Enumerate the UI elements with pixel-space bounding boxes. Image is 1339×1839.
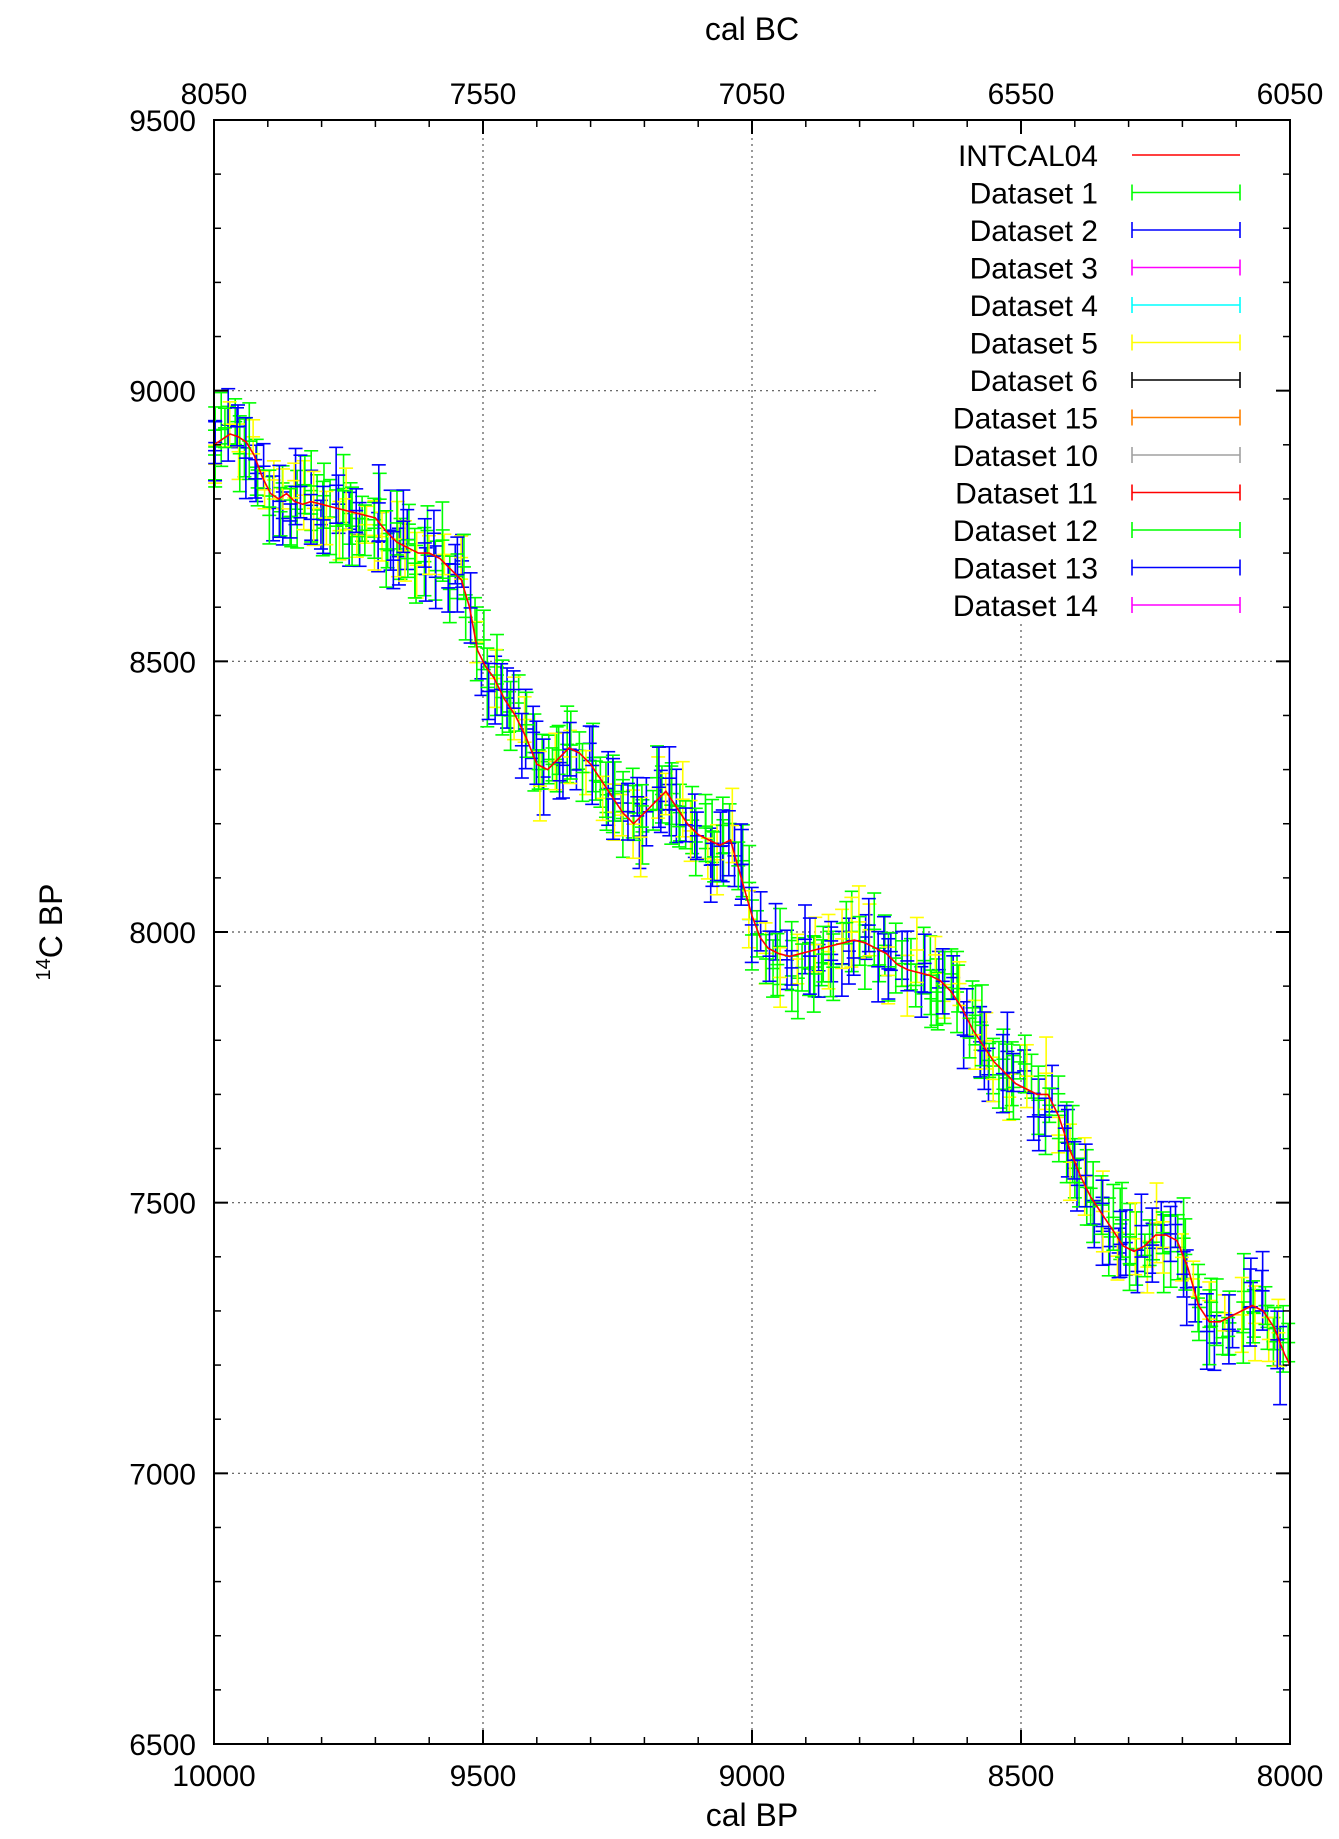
axis-ticks (213, 119, 1291, 1745)
legend-label-dataset-1: Dataset 1 (970, 178, 1098, 211)
y-tick-label-7000: 7000 (129, 1458, 196, 1491)
legend-label-dataset-2: Dataset 2 (970, 215, 1098, 248)
x2-tick-label-6050: 6050 (1257, 78, 1324, 111)
y-axis-title-main: C BP (33, 884, 69, 959)
x-tick-label-8000: 8000 (1257, 1760, 1324, 1793)
y-axis-title: 14C BP (33, 884, 69, 981)
x2-tick-label-8050: 8050 (181, 78, 248, 111)
legend-label-dataset-6: Dataset 6 (970, 365, 1098, 398)
legend-box (880, 132, 1275, 623)
x-tick-label-9500: 9500 (450, 1760, 517, 1793)
legend-label-dataset-14: Dataset 14 (953, 590, 1098, 623)
y-tick-label-9000: 9000 (129, 376, 196, 409)
legend-label-dataset-10: Dataset 10 (953, 440, 1098, 473)
legend-label-dataset-11: Dataset 11 (955, 478, 1098, 511)
x-axis-title: cal BP (706, 1797, 798, 1833)
x-tick-labels: 10000 9500 9000 8500 8000 (172, 1760, 1323, 1793)
y-tick-label-8500: 8500 (129, 646, 196, 679)
x2-tick-label-7550: 7550 (450, 78, 517, 111)
legend-label-dataset-13: Dataset 13 (953, 553, 1098, 586)
y-axis-title-superscript: 14 (33, 958, 55, 980)
y-tick-labels: 6500 7000 7500 8000 8500 9000 9500 (129, 105, 196, 1762)
dataset-error-bars (208, 387, 1296, 1406)
x2-axis-title: cal BC (705, 11, 799, 47)
errorbars-dataset-12 (208, 402, 1296, 1366)
legend-label-dataset-15: Dataset 15 (953, 403, 1098, 436)
legend-label-dataset-3: Dataset 3 (970, 253, 1098, 286)
x-tick-label-10000: 10000 (172, 1760, 255, 1793)
legend: INTCAL04 Dataset 1 Dataset 2 Dataset 3 Datas… (953, 140, 1241, 623)
x-tick-label-8500: 8500 (988, 1760, 1055, 1793)
legend-background (880, 132, 1275, 623)
legend-label-dataset-12: Dataset 12 (953, 515, 1098, 548)
y-tick-label-8000: 8000 (129, 917, 196, 950)
legend-label-dataset-4: Dataset 4 (970, 290, 1098, 323)
legend-label-dataset-5: Dataset 5 (970, 328, 1098, 361)
x2-tick-labels: 8050 7550 7050 6550 6050 (181, 78, 1324, 111)
intcal-curve (213, 433, 1291, 1366)
x2-tick-label-6550: 6550 (988, 78, 1055, 111)
x2-tick-label-7050: 7050 (719, 78, 786, 111)
y-tick-label-6500: 6500 (129, 1729, 196, 1762)
x-tick-label-9000: 9000 (719, 1760, 786, 1793)
series-intcal04-line (213, 433, 1291, 1366)
legend-label-intcal04: INTCAL04 (958, 140, 1098, 173)
y-tick-label-9500: 9500 (129, 105, 196, 138)
y-tick-label-7500: 7500 (129, 1188, 196, 1221)
